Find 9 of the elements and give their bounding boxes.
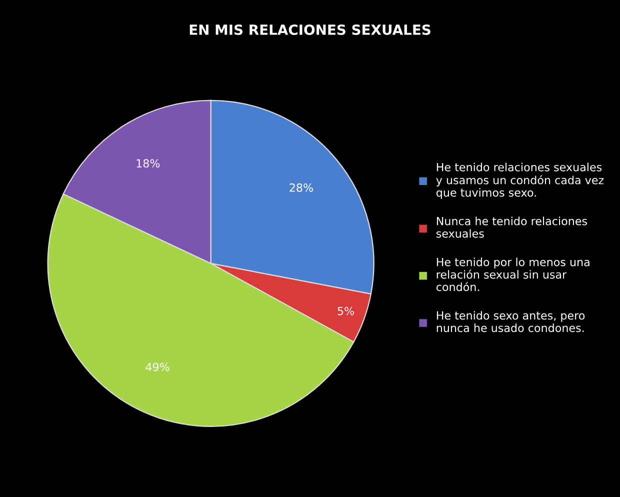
data-label: 5% [338,306,354,316]
legend-label: He tenido sexo antes, pero nunca he usado condones. [436,311,585,332]
legend-label: Nunca he tenido relaciones sexuales [436,216,587,238]
data-label: 18% [136,159,160,168]
chart-title: EN MIS RELACIONES SEXUALES [190,24,430,35]
legend-label: He tenido por lo menos una relación sexual sin usar condón. [436,258,590,292]
legend-label: He tenido relaciones sexuales y usamos un condón cada vez que tuvimos sexo. [436,162,604,199]
data-label: 49% [146,362,170,372]
data-label: 28% [290,183,313,192]
